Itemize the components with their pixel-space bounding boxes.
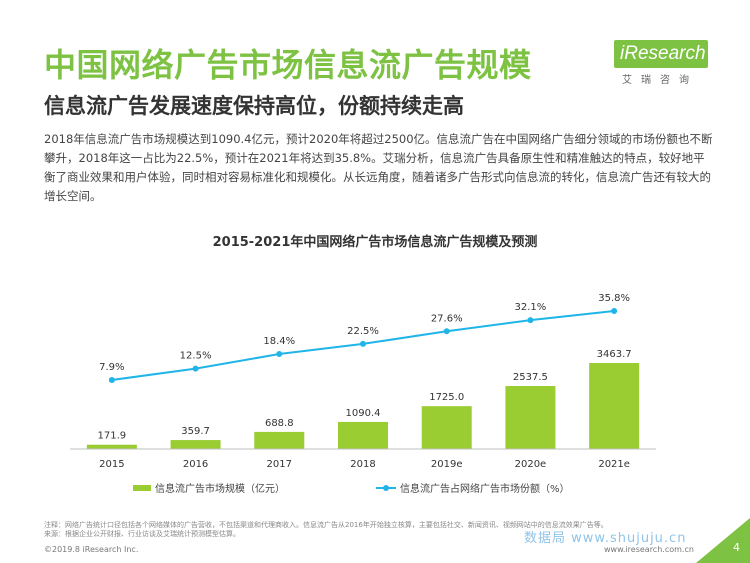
bar-2019e [421, 406, 472, 449]
share-value-label-2019e: 27.6% [431, 313, 463, 324]
chart-legend: 信息流广告市场规模（亿元） 信息流广告占网络广告市场份额（%） [133, 482, 570, 495]
share-value-label-2016: 12.5% [180, 351, 212, 362]
share-value-label-2021e: 35.8% [598, 293, 630, 304]
x-tick-label-2020e: 2020e [515, 459, 547, 470]
logo-wordmark: iResearch [620, 43, 706, 64]
bar-2016 [170, 440, 221, 449]
logo-subtext: 艾瑞咨询 [622, 75, 698, 86]
legend-label-line: 信息流广告占网络广告市场份额（%） [400, 482, 570, 495]
share-point-2016 [192, 365, 199, 372]
footer-note-source: 来源：根据企业公开财报、行业访谈及艾瑞统计预测模型估算。 [44, 530, 240, 538]
x-tick-label-2015: 2015 [99, 459, 124, 470]
page-subtitle: 信息流广告发展速度保持高位，份额持续走高 [44, 94, 464, 118]
legend-swatch-bar [133, 485, 151, 491]
watermark: 数据局 www.shujuju.cn [524, 531, 687, 546]
x-tick-label-2021e: 2021e [598, 459, 630, 470]
share-point-2015 [108, 377, 115, 383]
bar-value-label-2016: 359.7 [181, 426, 210, 437]
x-axis: 2015 2016 2017 2018 2019e 2020e 2021e [70, 448, 656, 470]
footer-note-remark: 注释：网络广告统计口径包括各个网络媒体的广告营收，不包括渠道和代理商收入。信息流… [44, 521, 608, 529]
bar-value-label-2017: 688.8 [265, 418, 294, 429]
share-value-label-2020e: 32.1% [515, 302, 547, 313]
bar-2020e [505, 385, 556, 449]
corner-decoration [696, 518, 750, 563]
x-tick-label-2017: 2017 [267, 459, 292, 470]
share-value-label-2015: 7.9% [99, 362, 124, 373]
website-link[interactable]: www.iresearch.com.cn [604, 545, 694, 554]
share-point-2020e [527, 317, 534, 324]
page-title: 中国网络广告市场信息流广告规模 [44, 46, 532, 84]
bar-series: 171.9 359.7 688.8 1090.4 1725.0 2537.5 3463.7 [86, 349, 640, 449]
bar-value-label-2015: 171.9 [98, 431, 127, 442]
x-tick-label-2016: 2016 [183, 459, 208, 470]
share-point-2017 [276, 351, 283, 358]
corner-triangle [696, 518, 750, 563]
share-value-label-2018: 22.5% [347, 326, 379, 337]
line-series: 7.9% 12.5% 18.4% 22.5% 27.6% 32.1% 35.8% [99, 293, 630, 383]
share-point-2021e [611, 308, 618, 314]
bar-2018 [338, 421, 388, 449]
share-point-2018 [360, 340, 366, 347]
legend-label-bar: 信息流广告市场规模（亿元） [155, 482, 285, 495]
logo-badge: iResearch [614, 40, 708, 68]
bar-value-label-2020e: 2537.5 [513, 372, 548, 383]
footer-notes: 注释：网络广告统计口径包括各个网络媒体的广告营收，不包括渠道和代理商收入。信息流… [44, 521, 724, 539]
bar-2015 [86, 444, 137, 449]
bar-2017 [254, 431, 305, 449]
iresearch-logo: iResearch 艾瑞咨询 [614, 40, 710, 90]
bar-value-label-2018: 1090.4 [346, 408, 381, 419]
legend-marker-line [383, 485, 389, 491]
bar-value-label-2021e: 3463.7 [597, 349, 632, 360]
x-tick-label-2018: 2018 [350, 459, 375, 470]
copyright-text: ©2019.8 iResearch Inc. [44, 545, 139, 554]
bar-value-label-2019e: 1725.0 [429, 392, 464, 403]
page-number: 4 [733, 541, 740, 554]
share-value-label-2017: 18.4% [263, 336, 295, 347]
bar-2021e [589, 363, 640, 449]
share-point-2019e [443, 328, 450, 335]
x-tick-label-2019e: 2019e [431, 459, 463, 470]
chart-title: 2015-2021年中国网络广告市场信息流广告规模及预测 [212, 235, 538, 250]
summary-paragraph: 2018年信息流广告市场规模达到1090.4亿元，预计2020年将超过2500亿… [44, 132, 713, 203]
